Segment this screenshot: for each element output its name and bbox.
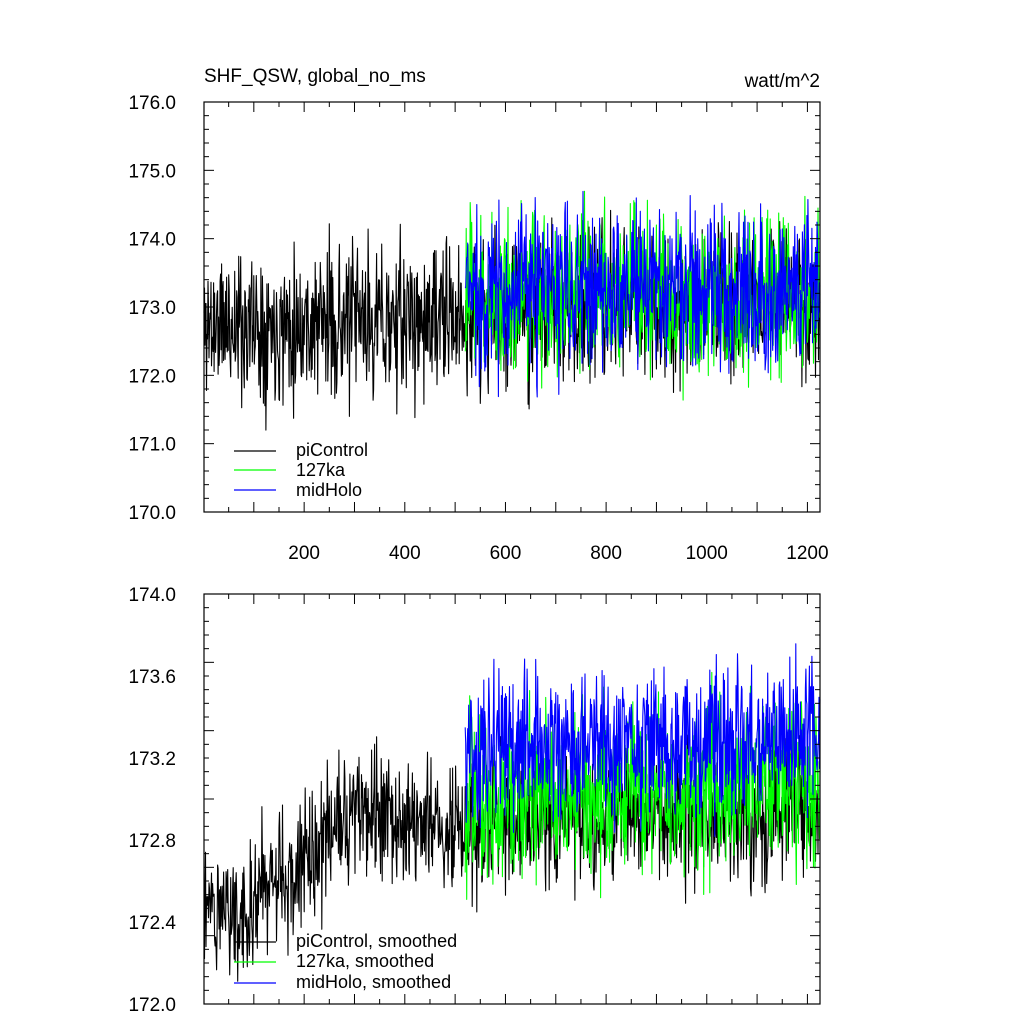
- y-tick-label: 172.0: [128, 366, 176, 387]
- legend-top: piControl 127ka midHolo: [234, 440, 368, 500]
- chart-title: SHF_QSW, global_no_ms: [204, 66, 426, 87]
- legend-label-picontrol: piControl: [296, 440, 368, 460]
- x-tick-label: 600: [490, 543, 522, 564]
- legend-label-picontrol-smoothed: piControl, smoothed: [296, 931, 457, 951]
- legend-bottom: piControl, smoothed 127ka, smoothed midH…: [234, 931, 457, 992]
- legend-label-127ka-smoothed: 127ka, smoothed: [296, 951, 434, 971]
- axis-layer-top: 170.0 171.0 172.0 173.0 174.0 175.0 176.0 200 40…: [128, 93, 828, 564]
- panel-bottom: 172.0 172.4 172.8 173.2 173.6 174.0 piControl…: [128, 585, 821, 1016]
- y-tick-label: 170.0: [128, 503, 176, 524]
- y-tick-label: 173.2: [128, 749, 176, 770]
- x-tick-label: 800: [590, 543, 622, 564]
- y-tick-label: 174.0: [128, 230, 176, 251]
- panel-top: SHF_QSW, global_no_ms watt/m^2 170.0 171.…: [128, 66, 828, 564]
- y-tick-label: 172.8: [128, 831, 176, 852]
- series-line-midholo: [464, 190, 821, 398]
- x-tick-label: 1200: [786, 543, 828, 564]
- x-tick-label: 1000: [686, 543, 728, 564]
- units-label: watt/m^2: [744, 71, 820, 92]
- y-tick-label: 172.4: [128, 913, 176, 934]
- axis-layer-bottom: 172.0 172.4 172.8 173.2 173.6 174.0: [128, 585, 820, 1016]
- y-tick-label: 174.0: [128, 585, 176, 606]
- y-tick-label: 175.0: [128, 161, 176, 182]
- x-tick-label: 200: [288, 543, 320, 564]
- series-layer-top: [203, 190, 821, 431]
- legend-label-midholo: midHolo: [296, 480, 362, 500]
- y-tick-label: 176.0: [128, 93, 176, 114]
- y-tick-label: 171.0: [128, 435, 176, 456]
- legend-label-midholo-smoothed: midHolo, smoothed: [296, 972, 451, 992]
- legend-label-127ka: 127ka: [296, 460, 346, 480]
- y-tick-label: 172.0: [128, 995, 176, 1016]
- series-layer-bottom: [203, 643, 821, 982]
- x-tick-label: 400: [389, 543, 421, 564]
- y-tick-label: 173.6: [128, 667, 176, 688]
- series-line-midholo-smoothed: [464, 643, 821, 837]
- y-tick-label: 173.0: [128, 298, 176, 319]
